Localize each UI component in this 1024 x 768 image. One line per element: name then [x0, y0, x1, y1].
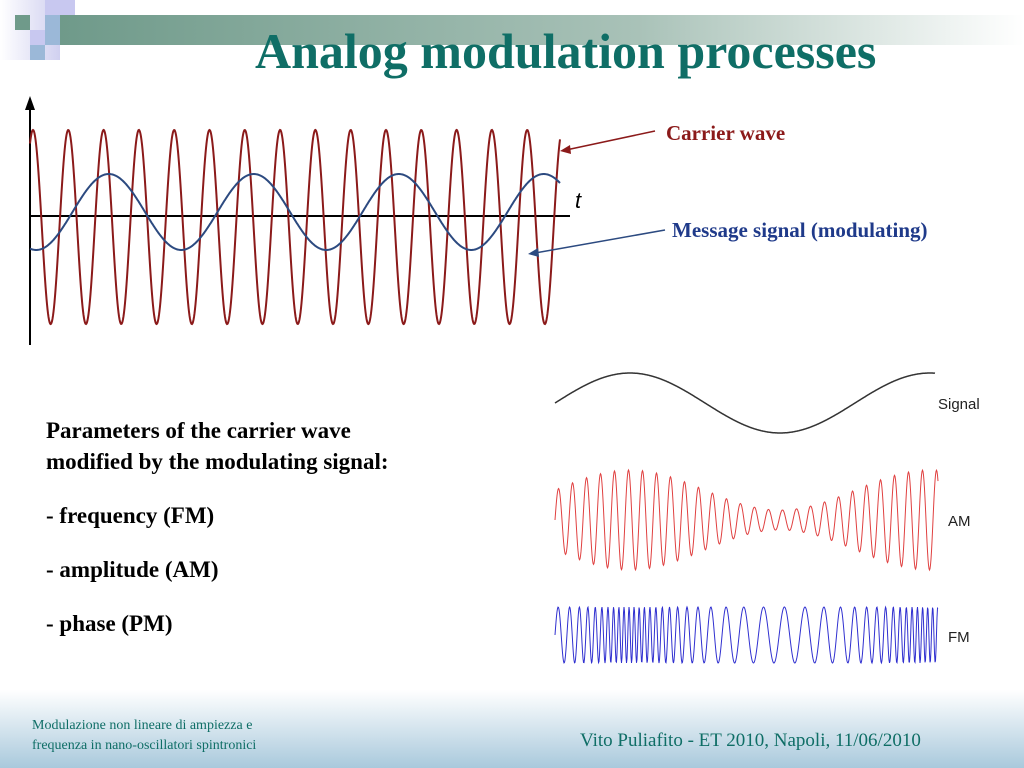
footer-left-line: Modulazione non lineare di ampiezza e	[32, 718, 253, 733]
y-axis-arrow-icon	[25, 96, 35, 110]
am-wave	[554, 468, 939, 572]
message-signal	[29, 173, 561, 251]
fm-wave	[554, 605, 939, 665]
message-pointer	[534, 229, 666, 254]
am-label: AM	[948, 513, 971, 530]
footer-right: Vito Puliafito - ET 2010, Napoli, 11/06/…	[580, 730, 921, 751]
fm-label: FM	[948, 629, 970, 646]
param-item: - frequency (FM)	[46, 503, 215, 528]
page-title: Analog modulation processes	[255, 23, 877, 79]
parameters-list: Parameters of the carrier wave modified …	[46, 415, 426, 662]
carrier-wave	[29, 128, 561, 326]
param-item: - phase (PM)	[46, 611, 173, 636]
carrier-pointer	[565, 130, 656, 151]
t-axis-label: t	[575, 188, 582, 213]
signal-label: Signal	[938, 396, 980, 413]
carrier-arrow-icon	[560, 145, 571, 154]
message-signal-label: Message signal (modulating)	[672, 218, 928, 242]
footer	[0, 690, 1024, 768]
footer-left-line: frequenza in nano-oscillatori spintronic…	[32, 738, 257, 753]
message-arrow-icon	[528, 248, 539, 257]
title-bar	[60, 15, 1024, 45]
parameters-intro: Parameters of the carrier wave modified …	[46, 418, 389, 474]
carrier-wave-label: Carrier wave	[666, 121, 786, 145]
footer-left: Modulazione non lineare di ampiezza e fr…	[32, 716, 256, 756]
param-item: - amplitude (AM)	[46, 557, 219, 582]
signal-wave	[554, 372, 936, 434]
